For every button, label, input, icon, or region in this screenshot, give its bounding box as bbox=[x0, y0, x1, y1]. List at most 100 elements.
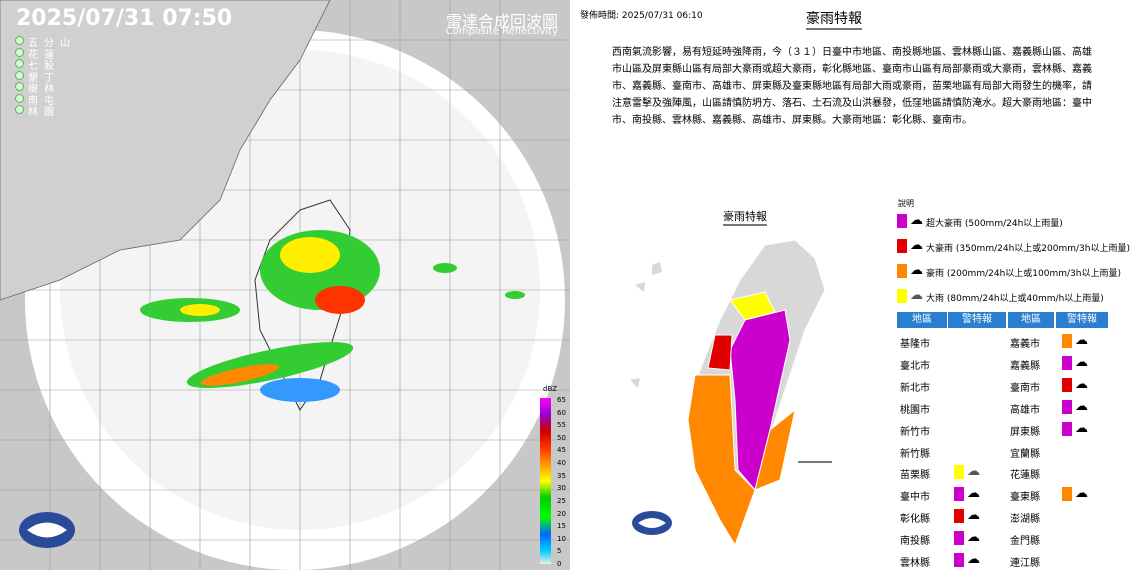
level-swatch bbox=[954, 531, 964, 546]
level-swatch bbox=[954, 487, 964, 502]
area-name: 南投縣 bbox=[900, 536, 930, 548]
area-name: 新竹市 bbox=[900, 426, 930, 438]
level-swatch bbox=[1062, 334, 1072, 348]
legend-title: 說明 bbox=[898, 199, 914, 208]
taitung bbox=[754, 408, 796, 491]
area-name: 臺南市 bbox=[1010, 382, 1040, 394]
level-swatch bbox=[897, 289, 907, 303]
station-dot bbox=[15, 105, 24, 114]
area-name: 金門縣 bbox=[1010, 536, 1040, 548]
warning-body: 西南氣流影響，易有短延時強降雨，今（３１）日臺中市地區、南投縣地區、雲林縣山區、… bbox=[612, 47, 1092, 126]
station-name: 墾丁 bbox=[28, 72, 60, 84]
issued-time: 發佈時間: 2025/07/31 06:10 bbox=[580, 11, 703, 21]
level-swatch bbox=[1062, 421, 1072, 436]
rain-icon: ☁ bbox=[967, 530, 980, 546]
area-name: 嘉義縣 bbox=[1010, 360, 1040, 372]
colorbar bbox=[540, 398, 551, 564]
echoes bbox=[140, 230, 525, 402]
level-swatch bbox=[897, 239, 907, 253]
area-name: 臺北市 bbox=[900, 360, 930, 372]
colorbar-tick: 55 bbox=[557, 421, 566, 430]
warning-map bbox=[630, 239, 832, 547]
rain-icon: ☁ bbox=[1075, 398, 1088, 414]
colorbar-tick: 35 bbox=[557, 471, 566, 480]
area-name: 桃園市 bbox=[900, 404, 930, 416]
station-name: 五分山 bbox=[28, 38, 76, 49]
colorbar-tick: 15 bbox=[557, 522, 566, 531]
station-name: 花蓮 bbox=[28, 49, 60, 61]
radar-panel: 2025/07/31 07:50 雷達合成回波圖 Composite Refle… bbox=[0, 0, 570, 570]
rain-icon: ☁ bbox=[910, 213, 923, 228]
legend-label: 大豪雨 (350mm/24h以上或200mm/3h以上雨量) bbox=[926, 244, 1130, 254]
station-name: 林園 bbox=[28, 107, 60, 118]
legend-label: 大雨 (80mm/24h以上或40mm/h以上雨量) bbox=[926, 294, 1104, 304]
warning-title: 豪雨特報 bbox=[806, 8, 862, 30]
level-swatch bbox=[1062, 377, 1072, 392]
legend-label: 超大豪雨 (500mm/24h以上雨量) bbox=[926, 219, 1063, 229]
colorbar-tick: 20 bbox=[557, 509, 566, 518]
rain-icon: ☁ bbox=[1075, 376, 1088, 392]
radar-subtitle: Composite Reflectivity bbox=[445, 26, 558, 37]
legend-label: 豪雨 (200mm/24h以上或100mm/3h以上雨量) bbox=[926, 269, 1121, 279]
level-swatch bbox=[1062, 355, 1072, 370]
area-name: 苗栗縣 bbox=[900, 470, 930, 482]
rain-icon: ☁ bbox=[1075, 486, 1088, 502]
mainland bbox=[0, 0, 331, 301]
islands bbox=[630, 262, 662, 388]
area-name: 澎湖縣 bbox=[1010, 514, 1040, 526]
colorbar-tick: 40 bbox=[557, 459, 566, 468]
area-name: 高雄市 bbox=[1010, 404, 1040, 416]
station-name: 南屯 bbox=[28, 95, 60, 107]
area-name: 臺中市 bbox=[900, 492, 930, 504]
orange-region bbox=[687, 374, 756, 547]
map-title: 豪雨特報 bbox=[723, 208, 767, 226]
station-dot bbox=[15, 59, 24, 68]
level-swatch bbox=[1062, 487, 1072, 502]
colorbar-tick: 45 bbox=[557, 446, 566, 455]
rain-icon: ☁ bbox=[967, 464, 980, 480]
area-name: 彰化縣 bbox=[900, 514, 930, 526]
station-dot bbox=[15, 36, 24, 45]
changhua bbox=[707, 334, 733, 371]
rain-icon: ☁ bbox=[967, 552, 980, 567]
level-swatch bbox=[1062, 399, 1072, 414]
level-swatch bbox=[897, 214, 907, 228]
level-swatch bbox=[954, 509, 964, 524]
area-name: 連江縣 bbox=[1010, 558, 1040, 569]
colorbar-tick: 30 bbox=[557, 484, 566, 493]
timestamp: 2025/07/31 07:50 bbox=[16, 6, 233, 31]
logo bbox=[632, 511, 672, 535]
area-name: 宜蘭縣 bbox=[1010, 448, 1040, 460]
warning-panel: 發佈時間: 2025/07/31 06:10 豪雨特報 西南氣流影響，易有短延時… bbox=[570, 0, 1140, 570]
area-name: 雲林縣 bbox=[900, 558, 930, 569]
rain-icon: ☁ bbox=[910, 238, 923, 253]
colorbar-tick: 25 bbox=[557, 496, 566, 505]
colorbar-tick: 65 bbox=[557, 396, 566, 404]
rain-icon: ☁ bbox=[1075, 354, 1088, 370]
area-name: 基隆市 bbox=[900, 339, 930, 350]
level-swatch bbox=[954, 553, 964, 567]
table-header: 警特報 bbox=[948, 312, 1006, 328]
station-dot bbox=[15, 82, 24, 91]
level-swatch bbox=[897, 264, 907, 278]
rain-icon: ☁ bbox=[967, 486, 980, 502]
logo bbox=[19, 512, 75, 548]
table-header: 地區 bbox=[897, 312, 947, 328]
level-swatch bbox=[954, 465, 964, 480]
rain-icon: ☁ bbox=[910, 288, 923, 303]
rain-icon: ☁ bbox=[967, 508, 980, 524]
colorbar-tick: 0 bbox=[557, 560, 562, 568]
colorbar-tick: 10 bbox=[557, 534, 566, 543]
colorbar-unit: dBZ bbox=[543, 385, 558, 393]
station-dot bbox=[15, 47, 24, 57]
area-name: 新竹縣 bbox=[900, 448, 930, 460]
area-name: 臺東縣 bbox=[1010, 492, 1040, 504]
radar-map bbox=[0, 0, 570, 570]
table-header: 警特報 bbox=[1056, 312, 1108, 328]
table-header: 地區 bbox=[1008, 312, 1054, 328]
area-name: 屏東縣 bbox=[1010, 426, 1040, 438]
area-name: 新北市 bbox=[900, 382, 930, 394]
colorbar-tick: 5 bbox=[557, 547, 562, 556]
colorbar-tick: 50 bbox=[557, 433, 566, 442]
